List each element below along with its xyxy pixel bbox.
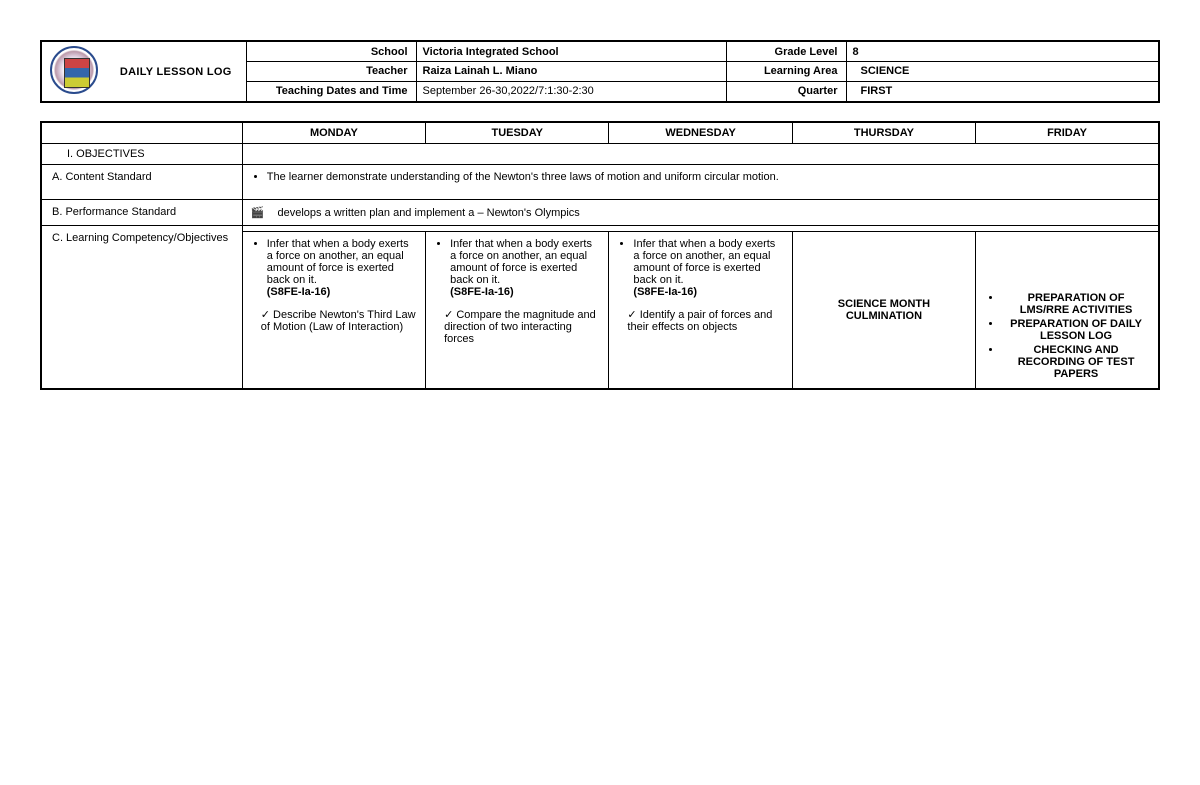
clapperboard-icon [251, 207, 275, 219]
col-tuesday: TUESDAY [426, 122, 609, 144]
label-teacher: Teacher [246, 62, 416, 82]
section-objectives: I. OBJECTIVES [41, 144, 242, 165]
wednesday-cell: Infer that when a body exerts a force on… [609, 232, 792, 390]
tue-competency: Infer that when a body exerts a force on… [450, 238, 592, 286]
value-area: SCIENCE [846, 62, 1159, 82]
logo-cell [41, 41, 106, 102]
label-school: School [246, 41, 416, 62]
content-standard-cell: The learner demonstrate understanding of… [242, 165, 1159, 200]
wed-code: (S8FE-Ia-16) [633, 286, 783, 298]
fri-item-1: PREPARATION OF LMS/RRE ACTIVITIES [1002, 292, 1150, 316]
header-table: DAILY LESSON LOG School Victoria Integra… [40, 40, 1160, 103]
tue-sub: Compare the magnitude and direction of t… [440, 308, 600, 345]
row-content-standard: A. Content Standard [41, 165, 242, 200]
lesson-table: MONDAY TUESDAY WEDNESDAY THURSDAY FRIDAY… [40, 121, 1160, 390]
label-quarter: Quarter [726, 81, 846, 102]
value-quarter: FIRST [846, 81, 1159, 102]
value-grade: 8 [846, 41, 1159, 62]
friday-cell: PREPARATION OF LMS/RRE ACTIVITIES PREPAR… [976, 232, 1159, 390]
monday-cell: Infer that when a body exerts a force on… [242, 232, 425, 390]
content-standard-text: The learner demonstrate understanding of… [267, 171, 1150, 183]
deped-logo [50, 46, 98, 94]
col-thursday: THURSDAY [792, 122, 975, 144]
value-dates: September 26-30,2022/7:1:30-2:30 [416, 81, 726, 102]
fri-item-2: PREPARATION OF DAILY LESSON LOG [1002, 318, 1150, 342]
mon-sub: Describe Newton's Third Law of Motion (L… [257, 308, 417, 333]
label-dates: Teaching Dates and Time [246, 81, 416, 102]
wed-competency: Infer that when a body exerts a force on… [633, 238, 775, 286]
value-teacher: Raiza Lainah L. Miano [416, 62, 726, 82]
wed-sub: Identify a pair of forces and their effe… [623, 308, 783, 333]
row-performance-standard: B. Performance Standard [41, 200, 242, 226]
label-grade: Grade Level [726, 41, 846, 62]
label-area: Learning Area [726, 62, 846, 82]
thursday-cell: SCIENCE MONTH CULMINATION [792, 232, 975, 390]
fri-item-3: CHECKING AND RECORDING OF TEST PAPERS [1002, 344, 1150, 380]
tue-code: (S8FE-Ia-16) [450, 286, 600, 298]
value-school: Victoria Integrated School [416, 41, 726, 62]
mon-competency: Infer that when a body exerts a force on… [267, 238, 409, 286]
document-title: DAILY LESSON LOG [106, 41, 246, 102]
mon-code: (S8FE-Ia-16) [267, 286, 417, 298]
performance-standard-text: develops a written plan and implement a … [278, 207, 580, 219]
performance-standard-cell: develops a written plan and implement a … [242, 200, 1159, 226]
col-friday: FRIDAY [976, 122, 1159, 144]
col-monday: MONDAY [242, 122, 425, 144]
row-learning-competency: C. Learning Competency/Objectives [41, 226, 242, 390]
col-wednesday: WEDNESDAY [609, 122, 792, 144]
tuesday-cell: Infer that when a body exerts a force on… [426, 232, 609, 390]
